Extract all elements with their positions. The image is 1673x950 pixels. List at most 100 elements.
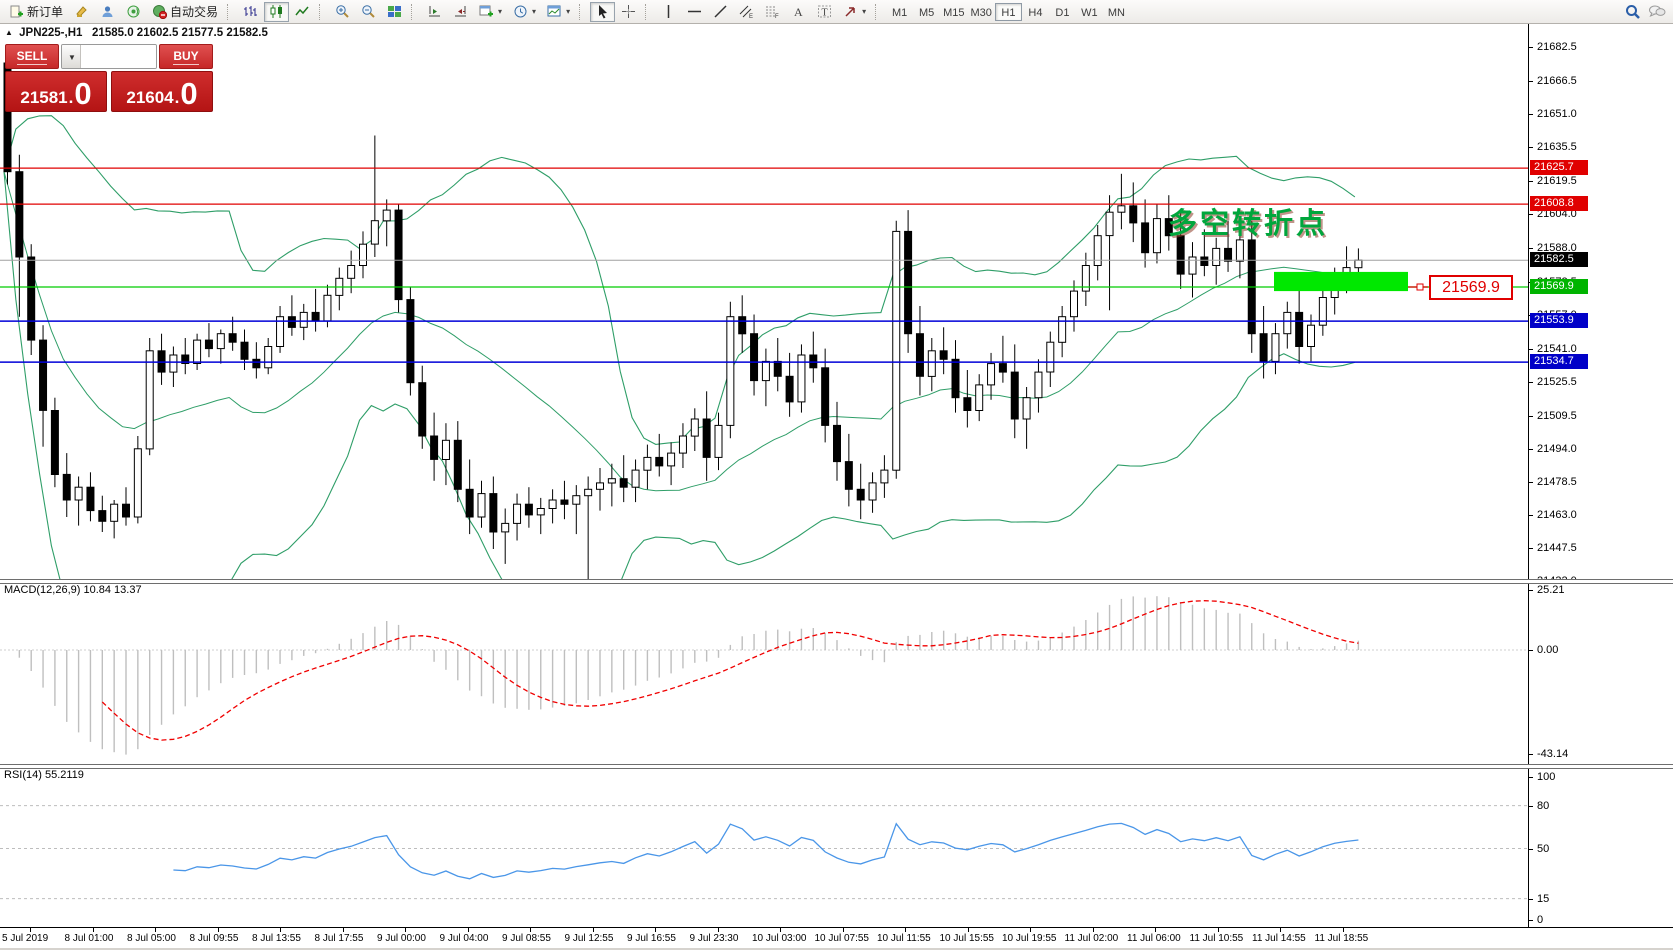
time-tick	[467, 928, 469, 932]
buy-price-display[interactable]: 21604. 0	[111, 71, 213, 112]
vertical-line-button[interactable]	[656, 2, 681, 22]
sell-price-display[interactable]: 21581. 0	[5, 71, 107, 112]
svg-text:A: A	[794, 5, 803, 19]
marker-button[interactable]	[69, 2, 94, 22]
tile-windows-icon	[387, 4, 402, 19]
time-tick-label: 11 Jul 06:00	[1127, 933, 1181, 944]
volume-stepper: ▼ ▲	[61, 44, 157, 69]
text-button[interactable]: A	[786, 2, 811, 22]
auto-scroll-button[interactable]	[448, 2, 473, 22]
new-chart-icon	[479, 4, 494, 19]
text-label-button[interactable]: T	[812, 2, 837, 22]
line-chart-button[interactable]	[290, 2, 315, 22]
vertical-line-icon	[661, 4, 676, 19]
axis-tick	[1529, 753, 1533, 755]
timeframe-h1-button[interactable]: H1	[994, 2, 1022, 21]
timeframe-mn-button[interactable]: MN	[1103, 3, 1130, 21]
timeframe-m30-button[interactable]: M30	[968, 3, 995, 21]
sell-button[interactable]: SELL	[5, 44, 59, 69]
window-bottom-edge	[0, 948, 1673, 950]
horizontal-line-button[interactable]	[682, 2, 707, 22]
auto-trading-label: 自动交易	[170, 5, 219, 19]
panel-splitter[interactable]	[0, 579, 1673, 584]
volume-input[interactable]	[81, 45, 156, 68]
price-level-badge: 21569.9	[1530, 279, 1588, 294]
main-price-chart[interactable]	[0, 24, 1528, 579]
zoom-in-button[interactable]	[330, 2, 355, 22]
price-tick-label: 21682.5	[1537, 41, 1577, 53]
arrows-icon	[843, 4, 858, 19]
time-tick-label: 9 Jul 12:55	[564, 933, 614, 944]
price-tick-label: 21619.5	[1537, 175, 1577, 188]
cursor-icon	[595, 4, 610, 19]
time-tick	[1280, 928, 1281, 932]
bar-chart-button[interactable]	[238, 2, 263, 22]
timeframe-h4-button[interactable]: H4	[1022, 3, 1049, 21]
price-level-tag[interactable]: 21569.9	[1429, 275, 1513, 300]
collapse-marker-icon[interactable]: ▲	[5, 28, 13, 37]
axis-tick	[1529, 650, 1533, 651]
time-tick	[405, 928, 406, 932]
time-tick	[1342, 928, 1344, 932]
fibonacci-icon: F	[765, 4, 780, 19]
toolbar-separator	[579, 3, 586, 20]
rsi-tick-label: 100	[1537, 771, 1556, 783]
chart-shift-icon	[427, 4, 442, 19]
timeframe-w1-button[interactable]: W1	[1076, 3, 1103, 21]
arrows-button[interactable]: ▾	[838, 2, 871, 22]
rsi-indicator-label: RSI(14) 55.2119	[4, 769, 84, 781]
volume-decrease-button[interactable]: ▼	[62, 45, 81, 68]
toolbar-separator	[319, 3, 326, 20]
price-axis[interactable]: 21682.5 21666.5 21651.0 21635.5 21619.5 21604…	[1528, 24, 1673, 927]
cursor-button[interactable]	[590, 1, 616, 22]
price-level-badge: 21553.9	[1530, 313, 1588, 329]
time-tick-label: 8 Jul 09:55	[189, 933, 239, 944]
axis-tick	[1529, 848, 1533, 850]
timeframe-m15-button[interactable]: M15	[940, 3, 967, 21]
time-tick	[1217, 928, 1219, 932]
fibonacci-button[interactable]: F	[760, 2, 785, 22]
time-axis[interactable]: 5 Jul 2019 8 Jul 01:00 8 Jul 05:00 8 Jul 09…	[0, 927, 1673, 948]
period-button[interactable]: ▾	[508, 2, 541, 22]
macd-tick-label: 25.21	[1537, 583, 1565, 596]
profile-button[interactable]	[95, 2, 120, 22]
macd-indicator-label: MACD(12,26,9) 10.84 13.37	[4, 584, 142, 596]
dropdown-caret: ▾	[532, 7, 537, 16]
profile-icon	[100, 4, 115, 19]
time-tick-label: 11 Jul 10:55	[1189, 933, 1244, 944]
buy-price-int: 21604	[126, 88, 174, 107]
time-tick	[342, 928, 344, 932]
price-tick-label: 21525.5	[1537, 375, 1577, 388]
chart-window[interactable]: ▲ JPN225-,H1 21585.0 21602.5 21577.5 215…	[0, 24, 1673, 950]
trendline-button[interactable]	[708, 2, 733, 22]
axis-tick	[1529, 415, 1533, 417]
equidistant-channel-button[interactable]: E	[734, 2, 759, 22]
new-order-button[interactable]: 新订单	[4, 2, 68, 22]
chart-shift-button[interactable]	[422, 2, 447, 22]
new-chart-button[interactable]: ▾	[474, 2, 507, 22]
time-tick-label: 10 Jul 07:55	[814, 933, 870, 944]
auto-trading-button[interactable]: 自动交易	[147, 2, 223, 22]
search-icon[interactable]	[1625, 4, 1640, 19]
price-tick-label: 21509.5	[1537, 409, 1577, 422]
timeframe-m5-button[interactable]: M5	[913, 3, 940, 21]
time-tick-label: 9 Jul 00:00	[377, 933, 426, 944]
price-tick-label: 21463.0	[1537, 508, 1577, 521]
time-tick	[842, 928, 844, 932]
tile-windows-button[interactable]	[382, 2, 407, 22]
auto-scroll-icon	[453, 4, 468, 19]
buy-button[interactable]: BUY	[159, 44, 213, 69]
timeframe-d1-button[interactable]: D1	[1049, 3, 1076, 21]
zoom-out-button[interactable]	[356, 2, 381, 22]
community-button[interactable]	[121, 2, 146, 22]
price-tick-label: 21651.0	[1537, 108, 1577, 121]
chat-icon[interactable]	[1648, 4, 1666, 19]
candlestick-chart-button[interactable]	[264, 1, 290, 22]
chart-annotation-text[interactable]: 多空转折点	[1168, 208, 1329, 240]
indicators-button[interactable]: ▾	[542, 2, 575, 22]
rsi-indicator-panel[interactable]	[0, 766, 1528, 925]
timeframe-m1-button[interactable]: M1	[886, 3, 913, 21]
crosshair-button[interactable]	[616, 2, 641, 22]
panel-splitter[interactable]	[0, 764, 1673, 769]
macd-indicator-panel[interactable]	[0, 581, 1528, 764]
